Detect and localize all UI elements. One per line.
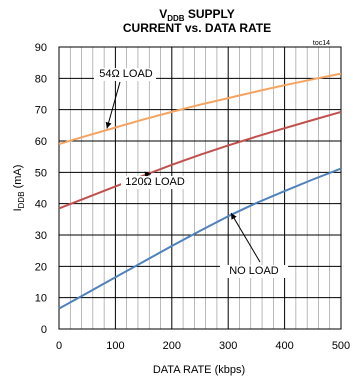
annotation-label-bg xyxy=(220,265,288,278)
x-tick-label: 0 xyxy=(56,340,62,352)
annotation-layer: 54Ω LOAD 120Ω LOAD NO LOAD xyxy=(94,68,288,278)
annotation-label-bg xyxy=(94,68,156,81)
title-sub: DDB xyxy=(167,14,185,23)
y-tick-label: 40 xyxy=(35,199,47,211)
annotation-arrowhead xyxy=(231,213,237,220)
annotation-1: 54Ω LOAD xyxy=(94,68,156,129)
series-line-2 xyxy=(58,110,342,210)
annotation-leader xyxy=(106,81,121,129)
annotation-3: NO LOAD xyxy=(220,212,288,278)
x-axis-label: DATA RATE (kbps) xyxy=(153,364,245,376)
x-tick-label: 200 xyxy=(163,340,181,352)
title-main: V xyxy=(159,7,167,21)
x-tick-labels: 0 100 200 300 400 500 xyxy=(56,340,350,352)
y-label-main: I xyxy=(12,208,24,211)
y-tick-labels: 0 10 20 30 40 50 60 70 80 90 xyxy=(35,42,47,336)
y-tick-label: 50 xyxy=(35,167,47,179)
annotation-label: 120Ω LOAD xyxy=(125,176,185,188)
series-line-3 xyxy=(58,167,342,310)
y-tick-label: 20 xyxy=(35,261,47,273)
x-tick-label: 100 xyxy=(106,340,124,352)
y-tick-label: 80 xyxy=(35,73,47,85)
y-tick-label: 10 xyxy=(35,293,47,305)
x-tick-label: 300 xyxy=(219,340,237,352)
y-label-rest: (mA) xyxy=(12,165,24,192)
chart-title: VDDB SUPPLY CURRENT vs. DATA RATE xyxy=(123,7,271,35)
series-layer xyxy=(58,72,342,310)
annotation-label: 54Ω LOAD xyxy=(99,68,153,80)
figure-tag: toc14 xyxy=(313,40,330,47)
annotation-arrowhead xyxy=(105,121,112,129)
x-tick-label: 500 xyxy=(332,340,350,352)
y-tick-label: 60 xyxy=(35,136,47,148)
chart-title-line2: CURRENT vs. DATA RATE xyxy=(123,21,271,35)
annotation-label-bg xyxy=(121,176,191,189)
x-tick-label: 400 xyxy=(275,340,293,352)
annotation-leader xyxy=(230,212,261,263)
y-tick-label: 30 xyxy=(35,230,47,242)
plot-frame xyxy=(58,46,342,330)
annotation-2: 120Ω LOAD xyxy=(121,171,191,189)
y-axis-label: IDDB (mA) xyxy=(12,165,26,212)
y-tick-label: 0 xyxy=(41,324,47,336)
series-line-1 xyxy=(58,72,342,146)
annotation-label: NO LOAD xyxy=(229,265,279,277)
y-tick-label: 70 xyxy=(35,105,47,117)
y-tick-label: 90 xyxy=(35,42,47,54)
chart-title-line1: VDDB SUPPLY xyxy=(159,7,235,23)
grid xyxy=(58,46,342,330)
title-rest: SUPPLY xyxy=(185,7,235,21)
y-label-sub: DDB xyxy=(17,191,26,208)
